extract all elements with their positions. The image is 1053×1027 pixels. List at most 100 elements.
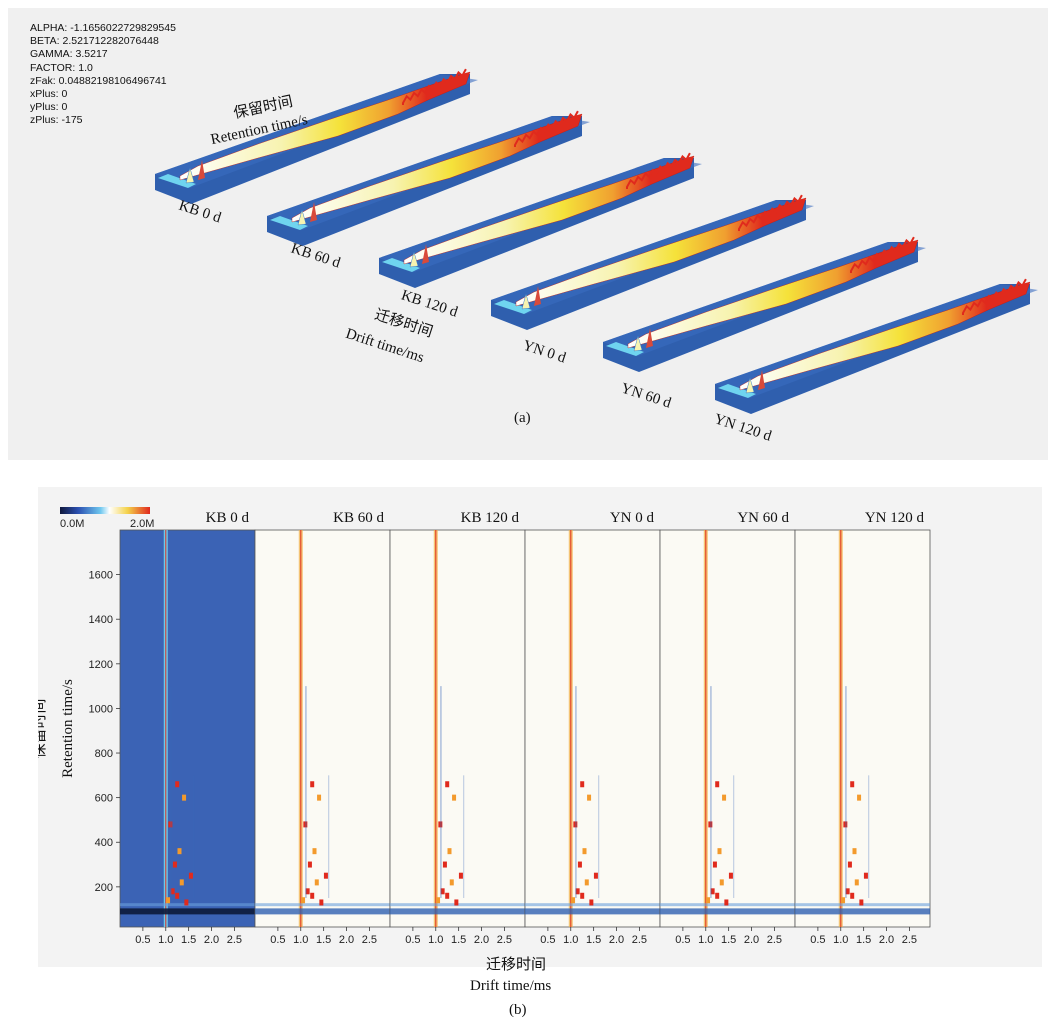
strip-edge bbox=[270, 216, 308, 230]
x-tick-label: 0.5 bbox=[540, 934, 555, 946]
heatmap-panel-2: KB 60 d 0.5 1.0 1.5 2.0 2.5 bbox=[254, 510, 391, 946]
strip-edge bbox=[158, 174, 196, 188]
strip-3 bbox=[379, 152, 702, 288]
param-zplus: zPlus: -175 bbox=[30, 114, 83, 127]
signal-spot bbox=[458, 872, 463, 879]
x-tick-label: 1.5 bbox=[721, 934, 736, 946]
strip-2 bbox=[267, 110, 590, 246]
streak bbox=[328, 775, 330, 899]
y-tick-label: 400 bbox=[95, 837, 113, 849]
signal-spot bbox=[728, 872, 733, 879]
x-label-cn: 迁移时间 bbox=[486, 957, 547, 973]
heatmap-panel-1: KB 0 d 0.5 1.0 1.5 2.0 2.5 bbox=[119, 510, 256, 946]
x-tick-label: 2.0 bbox=[609, 934, 624, 946]
streak bbox=[170, 686, 172, 899]
streak bbox=[710, 686, 712, 899]
signal-spot bbox=[440, 888, 445, 895]
strip-crest bbox=[850, 236, 915, 273]
signal-spot bbox=[715, 781, 720, 788]
x-tick-label: 2.5 bbox=[497, 934, 512, 946]
strip-peak bbox=[646, 328, 653, 348]
x-tick-label: 1.5 bbox=[316, 934, 331, 946]
param-gamma: GAMMA: 3.5217 bbox=[30, 48, 108, 61]
streak bbox=[868, 775, 870, 899]
signal-spot bbox=[317, 794, 322, 801]
signal-spot bbox=[323, 872, 328, 879]
x-tick-label: 1.0 bbox=[833, 934, 848, 946]
strip-crest bbox=[738, 194, 803, 231]
signal-spot bbox=[310, 781, 315, 788]
signal-spot bbox=[722, 794, 727, 801]
param-alpha: ALPHA: -1.1656022729829545 bbox=[30, 22, 176, 34]
signal-spot bbox=[845, 888, 850, 895]
signal-spot bbox=[449, 879, 454, 886]
x-tick-label: 2.5 bbox=[767, 934, 782, 946]
strip-1 bbox=[155, 68, 478, 204]
signal-spot bbox=[582, 848, 587, 855]
signal-spot bbox=[863, 872, 868, 879]
heatmap-background bbox=[119, 529, 256, 928]
band-low bbox=[255, 908, 390, 915]
signal-spot bbox=[312, 848, 317, 855]
signal-spot bbox=[166, 897, 171, 904]
signal-spot bbox=[447, 848, 452, 855]
colorbar-min-label: 0.0M bbox=[60, 518, 84, 530]
signal-spot bbox=[859, 899, 864, 906]
signal-spot bbox=[319, 899, 324, 906]
x-tick-label: 2.0 bbox=[339, 934, 354, 946]
x-tick-label: 1.0 bbox=[158, 934, 173, 946]
strip-peak bbox=[297, 209, 307, 226]
panel-title: YN 0 d bbox=[610, 510, 655, 526]
x-tick-label: 0.5 bbox=[135, 934, 150, 946]
signal-spot bbox=[301, 897, 306, 904]
caption-b: (b) bbox=[509, 1002, 527, 1018]
panel-title: YN 120 d bbox=[865, 510, 925, 526]
rip-core bbox=[705, 530, 707, 927]
y-tick-label: 800 bbox=[95, 748, 113, 760]
signal-spot bbox=[575, 888, 580, 895]
x-tick-label: 2.0 bbox=[474, 934, 489, 946]
x-tick-label: 1.0 bbox=[563, 934, 578, 946]
signal-spot bbox=[706, 897, 711, 904]
strip-edge bbox=[718, 384, 756, 398]
streak bbox=[598, 775, 600, 899]
signal-spot bbox=[857, 794, 862, 801]
x-tick-label: 2.5 bbox=[902, 934, 917, 946]
band-low bbox=[525, 908, 660, 915]
heatmap-background bbox=[254, 529, 391, 928]
band-low bbox=[795, 908, 930, 915]
streak bbox=[733, 775, 735, 899]
strip-peak bbox=[310, 202, 317, 222]
signal-spot bbox=[184, 899, 189, 906]
strip-edge bbox=[606, 342, 644, 356]
streak bbox=[193, 775, 195, 899]
panel-title: YN 60 d bbox=[737, 510, 789, 526]
strip-peak bbox=[409, 251, 419, 268]
x-tick-label: 0.5 bbox=[675, 934, 690, 946]
rip-core bbox=[570, 530, 572, 927]
signal-spot bbox=[172, 861, 177, 868]
panel-title: KB 120 d bbox=[461, 510, 520, 526]
x-tick-label: 0.5 bbox=[810, 934, 825, 946]
signal-spot bbox=[710, 888, 715, 895]
signal-spot bbox=[850, 781, 855, 788]
rip-core bbox=[300, 530, 302, 927]
signal-spot bbox=[724, 899, 729, 906]
x-tick-label: 1.0 bbox=[293, 934, 308, 946]
param-yplus: yPlus: 0 bbox=[30, 101, 68, 114]
signal-spot bbox=[445, 892, 450, 899]
signal-spot bbox=[454, 899, 459, 906]
strip-crest bbox=[514, 110, 579, 147]
strip-peak bbox=[758, 370, 765, 390]
param-zfak: zFak: 0.04882198106496741 bbox=[30, 74, 167, 87]
y-tick-label: 1400 bbox=[89, 614, 113, 626]
signal-spot bbox=[436, 897, 441, 904]
signal-spot bbox=[310, 892, 315, 899]
signal-spot bbox=[442, 861, 447, 868]
signal-spot bbox=[593, 872, 598, 879]
signal-spot bbox=[587, 794, 592, 801]
colorbar bbox=[60, 507, 150, 514]
strip-peak bbox=[198, 160, 205, 180]
strip-crest bbox=[626, 152, 691, 189]
signal-spot bbox=[314, 879, 319, 886]
